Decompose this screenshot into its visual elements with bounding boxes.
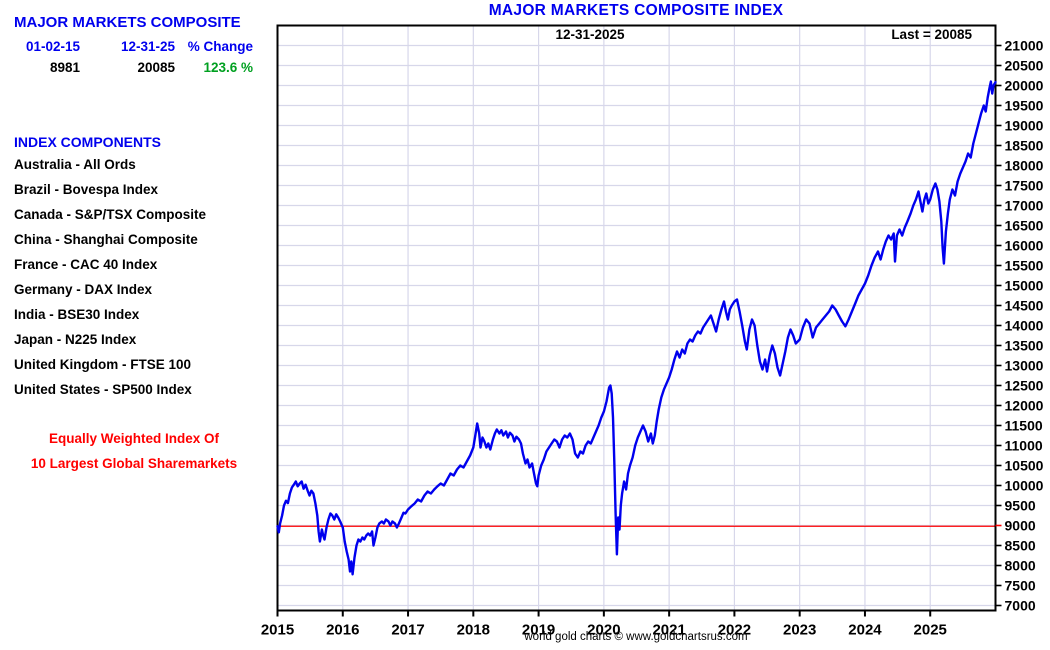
svg-text:19000: 19000 [1005, 118, 1044, 134]
note-line-1: Equally Weighted Index Of [48, 431, 220, 446]
svg-text:2022: 2022 [718, 622, 751, 639]
note-line-2: 10 Largest Global Sharemarkets [30, 456, 238, 471]
component-item: India - BSE30 Index [14, 307, 140, 322]
svg-text:20500: 20500 [1005, 58, 1044, 74]
svg-text:20000: 20000 [1005, 78, 1044, 94]
components-heading: INDEX COMPONENTS [14, 134, 162, 150]
svg-text:17500: 17500 [1005, 178, 1044, 194]
svg-text:12000: 12000 [1005, 398, 1044, 414]
weighting-note: Equally Weighted Index Of 10 Largest Glo… [3, 426, 265, 476]
chart-footer-credit: world gold charts © www.goldchartsrus.co… [524, 631, 748, 643]
component-item: Brazil - Bovespa Index [14, 182, 159, 197]
svg-text:9500: 9500 [1005, 498, 1036, 514]
component-item: United States - SP500 Index [14, 382, 192, 397]
svg-text:16000: 16000 [1005, 238, 1044, 254]
chart-date-label: 12-31-2025 [555, 27, 625, 42]
component-item: Canada - S&P/TSX Composite [14, 207, 207, 222]
chart-last-value-label: Last = 20085 [891, 27, 972, 42]
svg-text:2025: 2025 [914, 622, 947, 639]
component-item: Germany - DAX Index [14, 282, 153, 297]
end-value: 20085 [137, 60, 175, 75]
svg-text:2021: 2021 [652, 622, 685, 639]
start-date-label: 01-02-15 [25, 39, 80, 54]
svg-text:14000: 14000 [1005, 318, 1044, 334]
svg-text:17000: 17000 [1005, 198, 1044, 214]
svg-text:2017: 2017 [391, 622, 424, 639]
svg-text:8000: 8000 [1005, 558, 1036, 574]
svg-text:18000: 18000 [1005, 158, 1044, 174]
svg-text:10500: 10500 [1005, 458, 1044, 474]
svg-text:13000: 13000 [1005, 358, 1044, 374]
svg-text:2015: 2015 [261, 622, 294, 639]
svg-text:15500: 15500 [1005, 258, 1044, 274]
svg-text:10000: 10000 [1005, 478, 1044, 494]
svg-text:2018: 2018 [457, 622, 490, 639]
svg-text:15000: 15000 [1005, 278, 1044, 294]
component-item: China - Shanghai Composite [14, 232, 198, 247]
svg-text:7000: 7000 [1005, 598, 1036, 614]
svg-text:16500: 16500 [1005, 218, 1044, 234]
header-values-row: 8981 20085 123.6 % [0, 60, 253, 75]
component-item: Australia - All Ords [14, 157, 136, 172]
svg-text:2023: 2023 [783, 622, 816, 639]
svg-text:13500: 13500 [1005, 338, 1044, 354]
percent-change-label: % Change [187, 39, 253, 54]
svg-text:2020: 2020 [587, 622, 620, 639]
end-date-label: 12-31-25 [120, 39, 175, 54]
component-item: United Kingdom - FTSE 100 [14, 357, 192, 372]
panel-title: MAJOR MARKETS COMPOSITE [14, 14, 241, 31]
svg-text:2019: 2019 [522, 622, 555, 639]
start-value: 8981 [49, 60, 80, 75]
svg-text:11500: 11500 [1005, 418, 1043, 434]
svg-text:14500: 14500 [1005, 298, 1044, 314]
header-dates-row: 01-02-15 12-31-25 % Change [0, 39, 253, 54]
components-list: Australia - All Ords Brazil - Bovespa Ind… [14, 152, 264, 402]
svg-text:7500: 7500 [1005, 578, 1036, 594]
svg-text:12500: 12500 [1005, 378, 1044, 394]
svg-text:21000: 21000 [1005, 38, 1044, 54]
svg-text:2016: 2016 [326, 622, 359, 639]
component-item: France - CAC 40 Index [14, 257, 158, 272]
svg-text:2024: 2024 [848, 622, 882, 639]
component-item: Japan - N225 Index [14, 332, 137, 347]
svg-text:19500: 19500 [1005, 98, 1044, 114]
svg-text:9000: 9000 [1005, 518, 1036, 534]
svg-text:11000: 11000 [1005, 438, 1043, 454]
svg-text:8500: 8500 [1005, 538, 1036, 554]
chart-title: MAJOR MARKETS COMPOSITE INDEX [488, 2, 784, 19]
percent-change-value: 123.6 % [203, 60, 253, 75]
svg-text:18500: 18500 [1005, 138, 1044, 154]
